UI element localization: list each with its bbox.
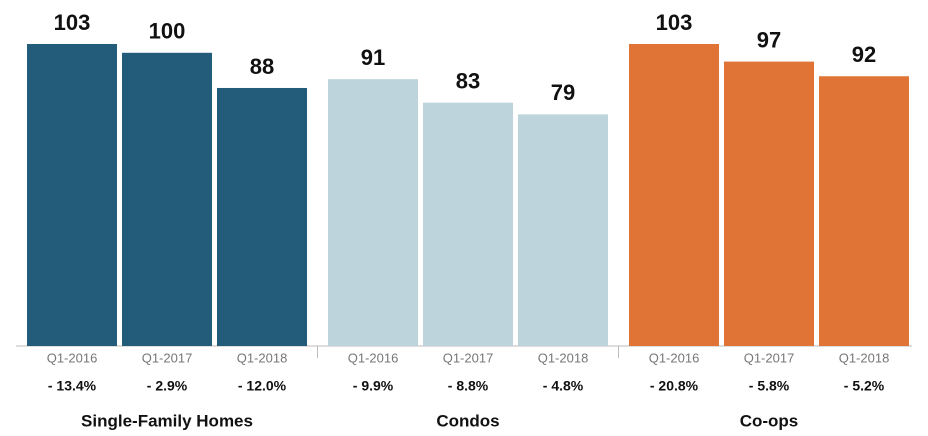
bar xyxy=(724,61,814,347)
value-label: 100 xyxy=(149,19,186,44)
bar xyxy=(217,87,307,346)
change-label: - 12.0% xyxy=(238,378,287,394)
change-label: - 13.4% xyxy=(48,378,97,394)
bar xyxy=(629,44,719,346)
change-label: - 9.9% xyxy=(353,378,394,394)
value-label: 79 xyxy=(551,80,575,105)
change-label: - 5.2% xyxy=(844,378,885,394)
value-label: 91 xyxy=(361,45,385,70)
x-tick-label: Q1-2018 xyxy=(839,350,890,365)
bar xyxy=(328,79,418,347)
change-label: - 5.8% xyxy=(749,378,790,394)
bar xyxy=(819,76,909,346)
value-label: 97 xyxy=(757,27,781,52)
x-tick-label: Q1-2017 xyxy=(744,350,795,365)
x-tick-label: Q1-2018 xyxy=(237,350,288,365)
group-label: Co-ops xyxy=(740,411,799,430)
group-label: Single-Family Homes xyxy=(81,411,253,430)
change-label: - 4.8% xyxy=(543,378,584,394)
x-tick-label: Q1-2016 xyxy=(47,350,98,365)
x-tick-label: Q1-2016 xyxy=(649,350,700,365)
x-tick-label: Q1-2017 xyxy=(142,350,193,365)
change-label: - 8.8% xyxy=(448,378,489,394)
x-tick-label: Q1-2016 xyxy=(348,350,399,365)
value-label: 83 xyxy=(456,68,480,93)
value-label: 103 xyxy=(54,10,91,35)
x-tick-label: Q1-2017 xyxy=(443,350,494,365)
bar xyxy=(27,44,117,346)
change-label: - 2.9% xyxy=(147,378,188,394)
x-tick-label: Q1-2018 xyxy=(538,350,589,365)
value-label: 103 xyxy=(656,10,693,35)
group-label: Condos xyxy=(436,411,499,430)
change-label: - 20.8% xyxy=(650,378,699,394)
bar xyxy=(518,114,608,347)
value-label: 88 xyxy=(250,54,274,79)
bar xyxy=(423,102,513,346)
bar xyxy=(122,52,212,347)
value-label: 92 xyxy=(852,42,876,67)
